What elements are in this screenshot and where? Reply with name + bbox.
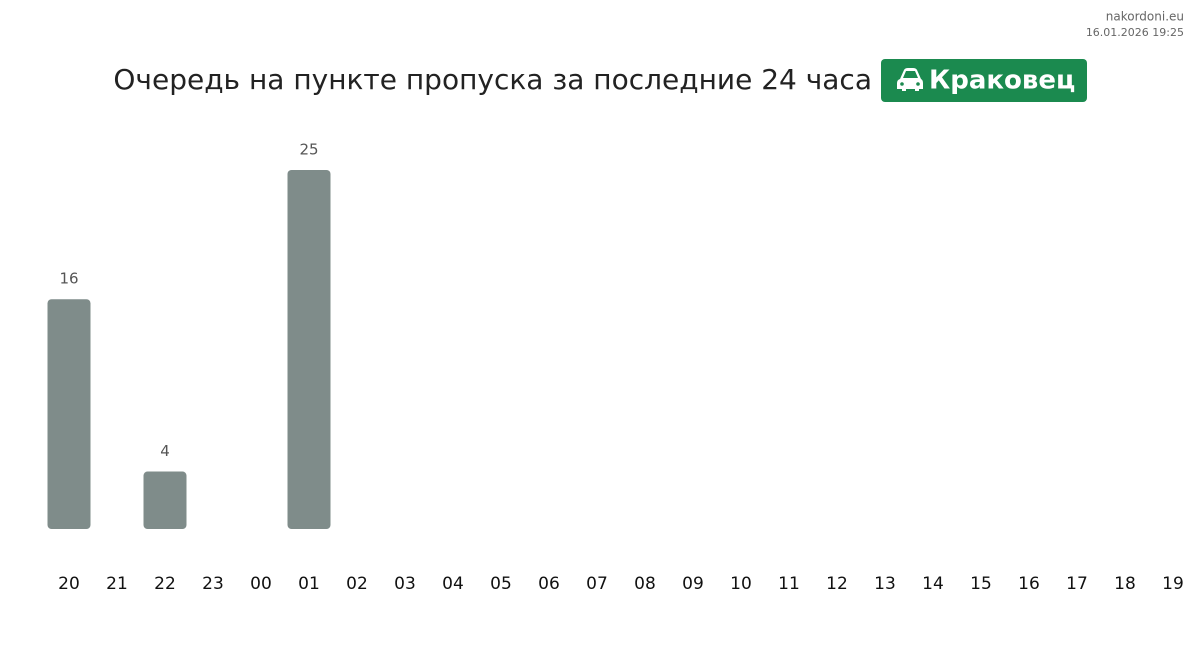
x-tick-label: 02 bbox=[346, 574, 368, 594]
x-tick-label: 11 bbox=[778, 574, 800, 594]
x-tick-label: 23 bbox=[202, 574, 224, 594]
x-tick-label: 14 bbox=[922, 574, 944, 594]
source: nakordoni.eu bbox=[1106, 10, 1184, 24]
x-tick-label: 13 bbox=[874, 574, 896, 594]
value-label: 25 bbox=[299, 141, 318, 159]
x-tick-label: 12 bbox=[826, 574, 848, 594]
bar bbox=[47, 299, 91, 529]
timestamp: 16.01.2026 19:25 bbox=[1086, 26, 1184, 39]
x-tick-label: 15 bbox=[970, 574, 992, 594]
x-tick-label: 05 bbox=[490, 574, 512, 594]
x-tick-label: 17 bbox=[1066, 574, 1088, 594]
car-icon bbox=[897, 68, 923, 91]
x-tick-label: 21 bbox=[106, 574, 128, 594]
x-tick-label: 01 bbox=[298, 574, 320, 594]
value-label: 16 bbox=[59, 270, 78, 288]
x-tick-label: 10 bbox=[730, 574, 752, 594]
x-tick-label: 18 bbox=[1114, 574, 1136, 594]
x-tick-label: 22 bbox=[154, 574, 176, 594]
x-tick-label: 19 bbox=[1162, 574, 1184, 594]
chart-title: Очередь на пункте пропуска за последние … bbox=[113, 63, 872, 96]
badge bbox=[881, 59, 1087, 102]
x-tick-label: 09 bbox=[682, 574, 704, 594]
x-tick-label: 06 bbox=[538, 574, 560, 594]
value-label: 4 bbox=[160, 442, 170, 460]
bar bbox=[287, 170, 331, 529]
x-tick-label: 03 bbox=[394, 574, 416, 594]
x-tick-label: 08 bbox=[634, 574, 656, 594]
badge-label: Краковец bbox=[929, 66, 1075, 96]
x-tick-label: 16 bbox=[1018, 574, 1040, 594]
x-tick-label: 20 bbox=[58, 574, 80, 594]
bar bbox=[143, 471, 187, 529]
x-tick-label: 07 bbox=[586, 574, 608, 594]
x-tick-label: 04 bbox=[442, 574, 464, 594]
x-tick-label: 00 bbox=[250, 574, 272, 594]
